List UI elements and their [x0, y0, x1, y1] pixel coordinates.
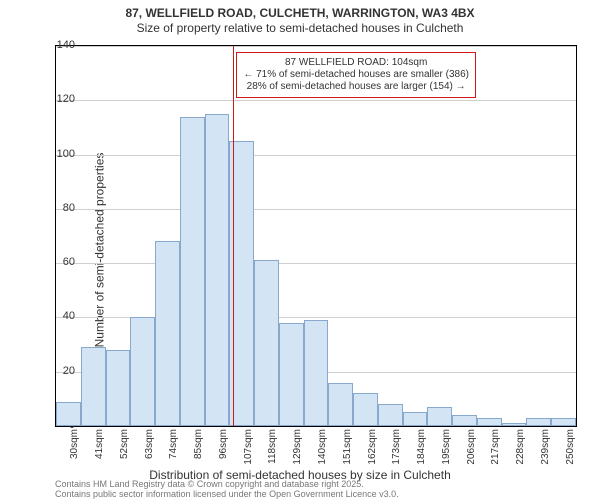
xtick-label: 107sqm [243, 429, 254, 469]
histogram-bar [403, 412, 428, 426]
histogram-bar [106, 350, 131, 426]
histogram-bar [304, 320, 329, 426]
histogram-bar [477, 418, 502, 426]
gridline [56, 263, 576, 264]
histogram-bar [130, 317, 155, 426]
histogram-bar [427, 407, 452, 426]
histogram-bar [452, 415, 477, 426]
annotation-line: 87 WELLFIELD ROAD: 104sqm [243, 57, 469, 69]
footer-line2: Contains public sector information licen… [55, 490, 399, 500]
histogram-bar [353, 393, 378, 426]
gridline [56, 155, 576, 156]
title-line2: Size of property relative to semi-detach… [0, 21, 600, 35]
xtick-label: 85sqm [193, 429, 204, 469]
xtick-label: 228sqm [515, 429, 526, 469]
histogram-bar [56, 402, 81, 426]
gridline [56, 46, 576, 47]
plot-area: 87 WELLFIELD ROAD: 104sqm← 71% of semi-d… [55, 45, 577, 427]
histogram-bar [205, 114, 230, 426]
xtick-label: 74sqm [168, 429, 179, 469]
ytick-label: 100 [45, 148, 75, 160]
footer: Contains HM Land Registry data © Crown c… [55, 480, 399, 500]
ytick-label: 20 [45, 365, 75, 377]
xtick-label: 239sqm [540, 429, 551, 469]
xtick-label: 41sqm [94, 429, 105, 469]
xtick-label: 52sqm [119, 429, 130, 469]
xtick-label: 151sqm [342, 429, 353, 469]
gridline [56, 209, 576, 210]
gridline [56, 100, 576, 101]
histogram-bar [155, 241, 180, 426]
annotation-line: ← 71% of semi-detached houses are smalle… [243, 69, 469, 81]
histogram-bar [378, 404, 403, 426]
histogram-bar [81, 347, 106, 426]
title-line1: 87, WELLFIELD ROAD, CULCHETH, WARRINGTON… [0, 6, 600, 20]
xtick-label: 184sqm [416, 429, 427, 469]
chart-title: 87, WELLFIELD ROAD, CULCHETH, WARRINGTON… [0, 0, 600, 35]
histogram-bar [502, 423, 527, 426]
reference-line [233, 46, 234, 426]
histogram-bar [279, 323, 304, 426]
xtick-label: 118sqm [267, 429, 278, 469]
annotation-line: 28% of semi-detached houses are larger (… [243, 81, 469, 93]
xtick-label: 206sqm [466, 429, 477, 469]
ytick-label: 140 [45, 39, 75, 51]
xtick-label: 140sqm [317, 429, 328, 469]
ytick-label: 40 [45, 310, 75, 322]
histogram-bar [180, 117, 205, 426]
xtick-label: 96sqm [218, 429, 229, 469]
xtick-label: 195sqm [441, 429, 452, 469]
ytick-label: 60 [45, 256, 75, 268]
histogram-bar [254, 260, 279, 426]
xtick-label: 217sqm [490, 429, 501, 469]
xtick-label: 63sqm [144, 429, 155, 469]
histogram-bar [551, 418, 576, 426]
xtick-label: 250sqm [565, 429, 576, 469]
annotation-box: 87 WELLFIELD ROAD: 104sqm← 71% of semi-d… [236, 52, 476, 98]
xtick-label: 162sqm [367, 429, 378, 469]
histogram-bar [526, 418, 551, 426]
ytick-label: 120 [45, 93, 75, 105]
xtick-label: 30sqm [69, 429, 80, 469]
xtick-label: 129sqm [292, 429, 303, 469]
histogram-bar [328, 383, 353, 426]
xtick-label: 173sqm [391, 429, 402, 469]
ytick-label: 80 [45, 202, 75, 214]
